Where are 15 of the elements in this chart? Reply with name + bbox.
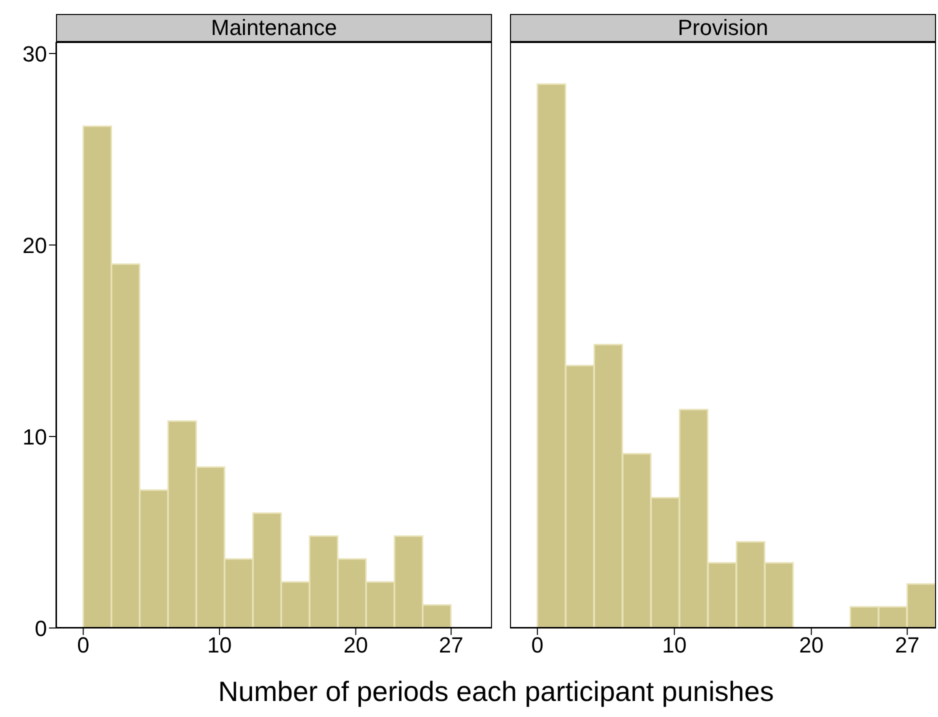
chart-title: Maintenance [56, 14, 492, 42]
y-tick-label: 0 [34, 616, 47, 641]
x-tick-label: 27 [438, 632, 464, 658]
x-axis-title: Number of periods each participant punishes [217, 676, 775, 708]
y-tick-label: 20 [22, 232, 47, 258]
x-tick-label: 0 [531, 632, 544, 658]
y-tick-label: 10 [22, 424, 47, 450]
x-tick-label: 10 [662, 632, 687, 658]
y-tick-label: 30 [22, 41, 47, 66]
x-tick-label: 20 [344, 632, 368, 658]
x-tick-label: 10 [207, 632, 232, 658]
chart-title: Provision [510, 14, 936, 42]
x-tick-label: 20 [799, 632, 824, 658]
x-tick-label: 27 [894, 632, 920, 658]
x-tick-label: 0 [77, 632, 90, 658]
